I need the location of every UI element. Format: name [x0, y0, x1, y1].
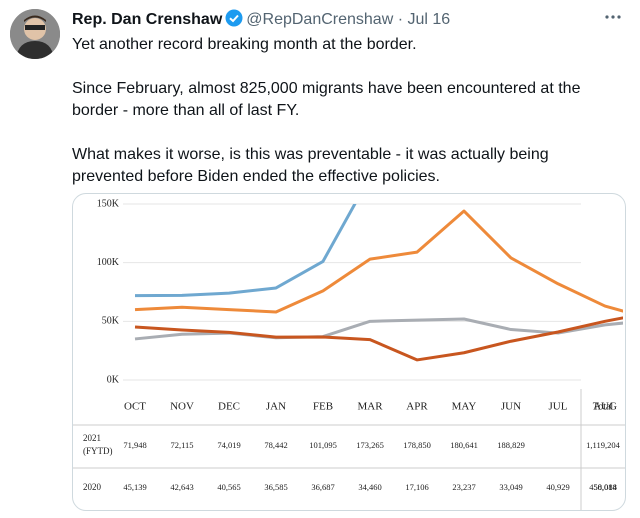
x-tick-label: FEB	[313, 401, 333, 413]
x-tick-label: DEC	[218, 401, 240, 413]
separator: ·	[397, 11, 404, 28]
series-line	[134, 316, 623, 362]
table-cell: 74,019	[217, 440, 240, 450]
y-tick-label: 50K	[102, 316, 120, 327]
series-line	[134, 209, 623, 314]
row-label: 2021	[83, 433, 101, 443]
chart: 0K 50K 100K 150K OCT NOV DEC JAN FEB MAR APR MAY JUN…	[73, 198, 625, 510]
table-cell: 72,115	[170, 440, 193, 450]
paragraph: Yet another record breaking month at the…	[72, 36, 417, 53]
table-cell: 50,014	[593, 482, 617, 492]
table-cell: 78,442	[264, 440, 287, 450]
row-total: 1,119,204	[586, 440, 620, 450]
chart-image[interactable]: 0K 50K 100K 150K OCT NOV DEC JAN FEB MAR APR MAY JUN…	[72, 193, 626, 511]
author-name[interactable]: Rep. Dan Crenshaw	[72, 11, 223, 28]
table-cell: 173,265	[356, 440, 384, 450]
author-handle[interactable]: @RepDanCrenshaw	[246, 11, 394, 28]
tweet-date[interactable]: Jul 16	[407, 11, 451, 28]
table-cell: 36,585	[264, 482, 287, 492]
table-cell: 188,829	[497, 440, 525, 450]
avatar-image	[10, 9, 60, 59]
x-tick-label: MAR	[357, 401, 383, 413]
table-cell: 40,565	[217, 482, 240, 492]
row-total: 458,088	[589, 482, 617, 492]
table-cell: 71,948	[123, 440, 146, 450]
table-cell: 45,139	[123, 482, 146, 492]
series-line	[134, 317, 623, 341]
table-cell: 42,643	[170, 482, 193, 492]
x-tick-label: JAN	[266, 401, 286, 413]
table-cell: 17,106	[405, 482, 428, 492]
total-header: Total	[593, 401, 614, 412]
y-tick-label: 150K	[97, 198, 120, 209]
tweet-header: Rep. Dan Crenshaw @RepDanCrenshaw · Jul 1…	[72, 9, 450, 29]
paragraph: What makes it worse, is this was prevent…	[72, 146, 549, 185]
avatar[interactable]	[10, 9, 60, 59]
x-tick-label: JUL	[549, 401, 568, 413]
x-tick-label: JUN	[501, 401, 521, 413]
row-sublabel: (FYTD)	[83, 446, 113, 456]
verified-badge	[225, 9, 243, 27]
table-cell: 36,687	[311, 482, 334, 492]
series-line	[134, 204, 357, 298]
x-tick-label: AUG	[593, 401, 617, 413]
more-menu[interactable]	[604, 14, 622, 20]
table-cell: 34,460	[358, 482, 381, 492]
x-tick-label: MAY	[452, 401, 477, 413]
y-tick-label: 100K	[97, 257, 120, 268]
table-cell: 101,095	[309, 440, 337, 450]
x-tick-label: OCT	[124, 401, 146, 413]
table-cell: 23,237	[452, 482, 475, 492]
table-cell: 40,929	[546, 482, 569, 492]
y-tick-label: 0K	[107, 374, 120, 385]
tweet-text: Yet another record breaking month at the…	[72, 34, 620, 210]
table-cell: 178,850	[403, 440, 431, 450]
x-tick-label: NOV	[170, 401, 194, 413]
table-cell: 180,641	[450, 440, 478, 450]
plot-lines	[134, 204, 623, 362]
row-label: 2020	[83, 482, 102, 492]
paragraph: Since February, almost 825,000 migrants …	[72, 80, 581, 119]
x-tick-label: APR	[406, 401, 428, 413]
table-cell: 33,049	[499, 482, 522, 492]
